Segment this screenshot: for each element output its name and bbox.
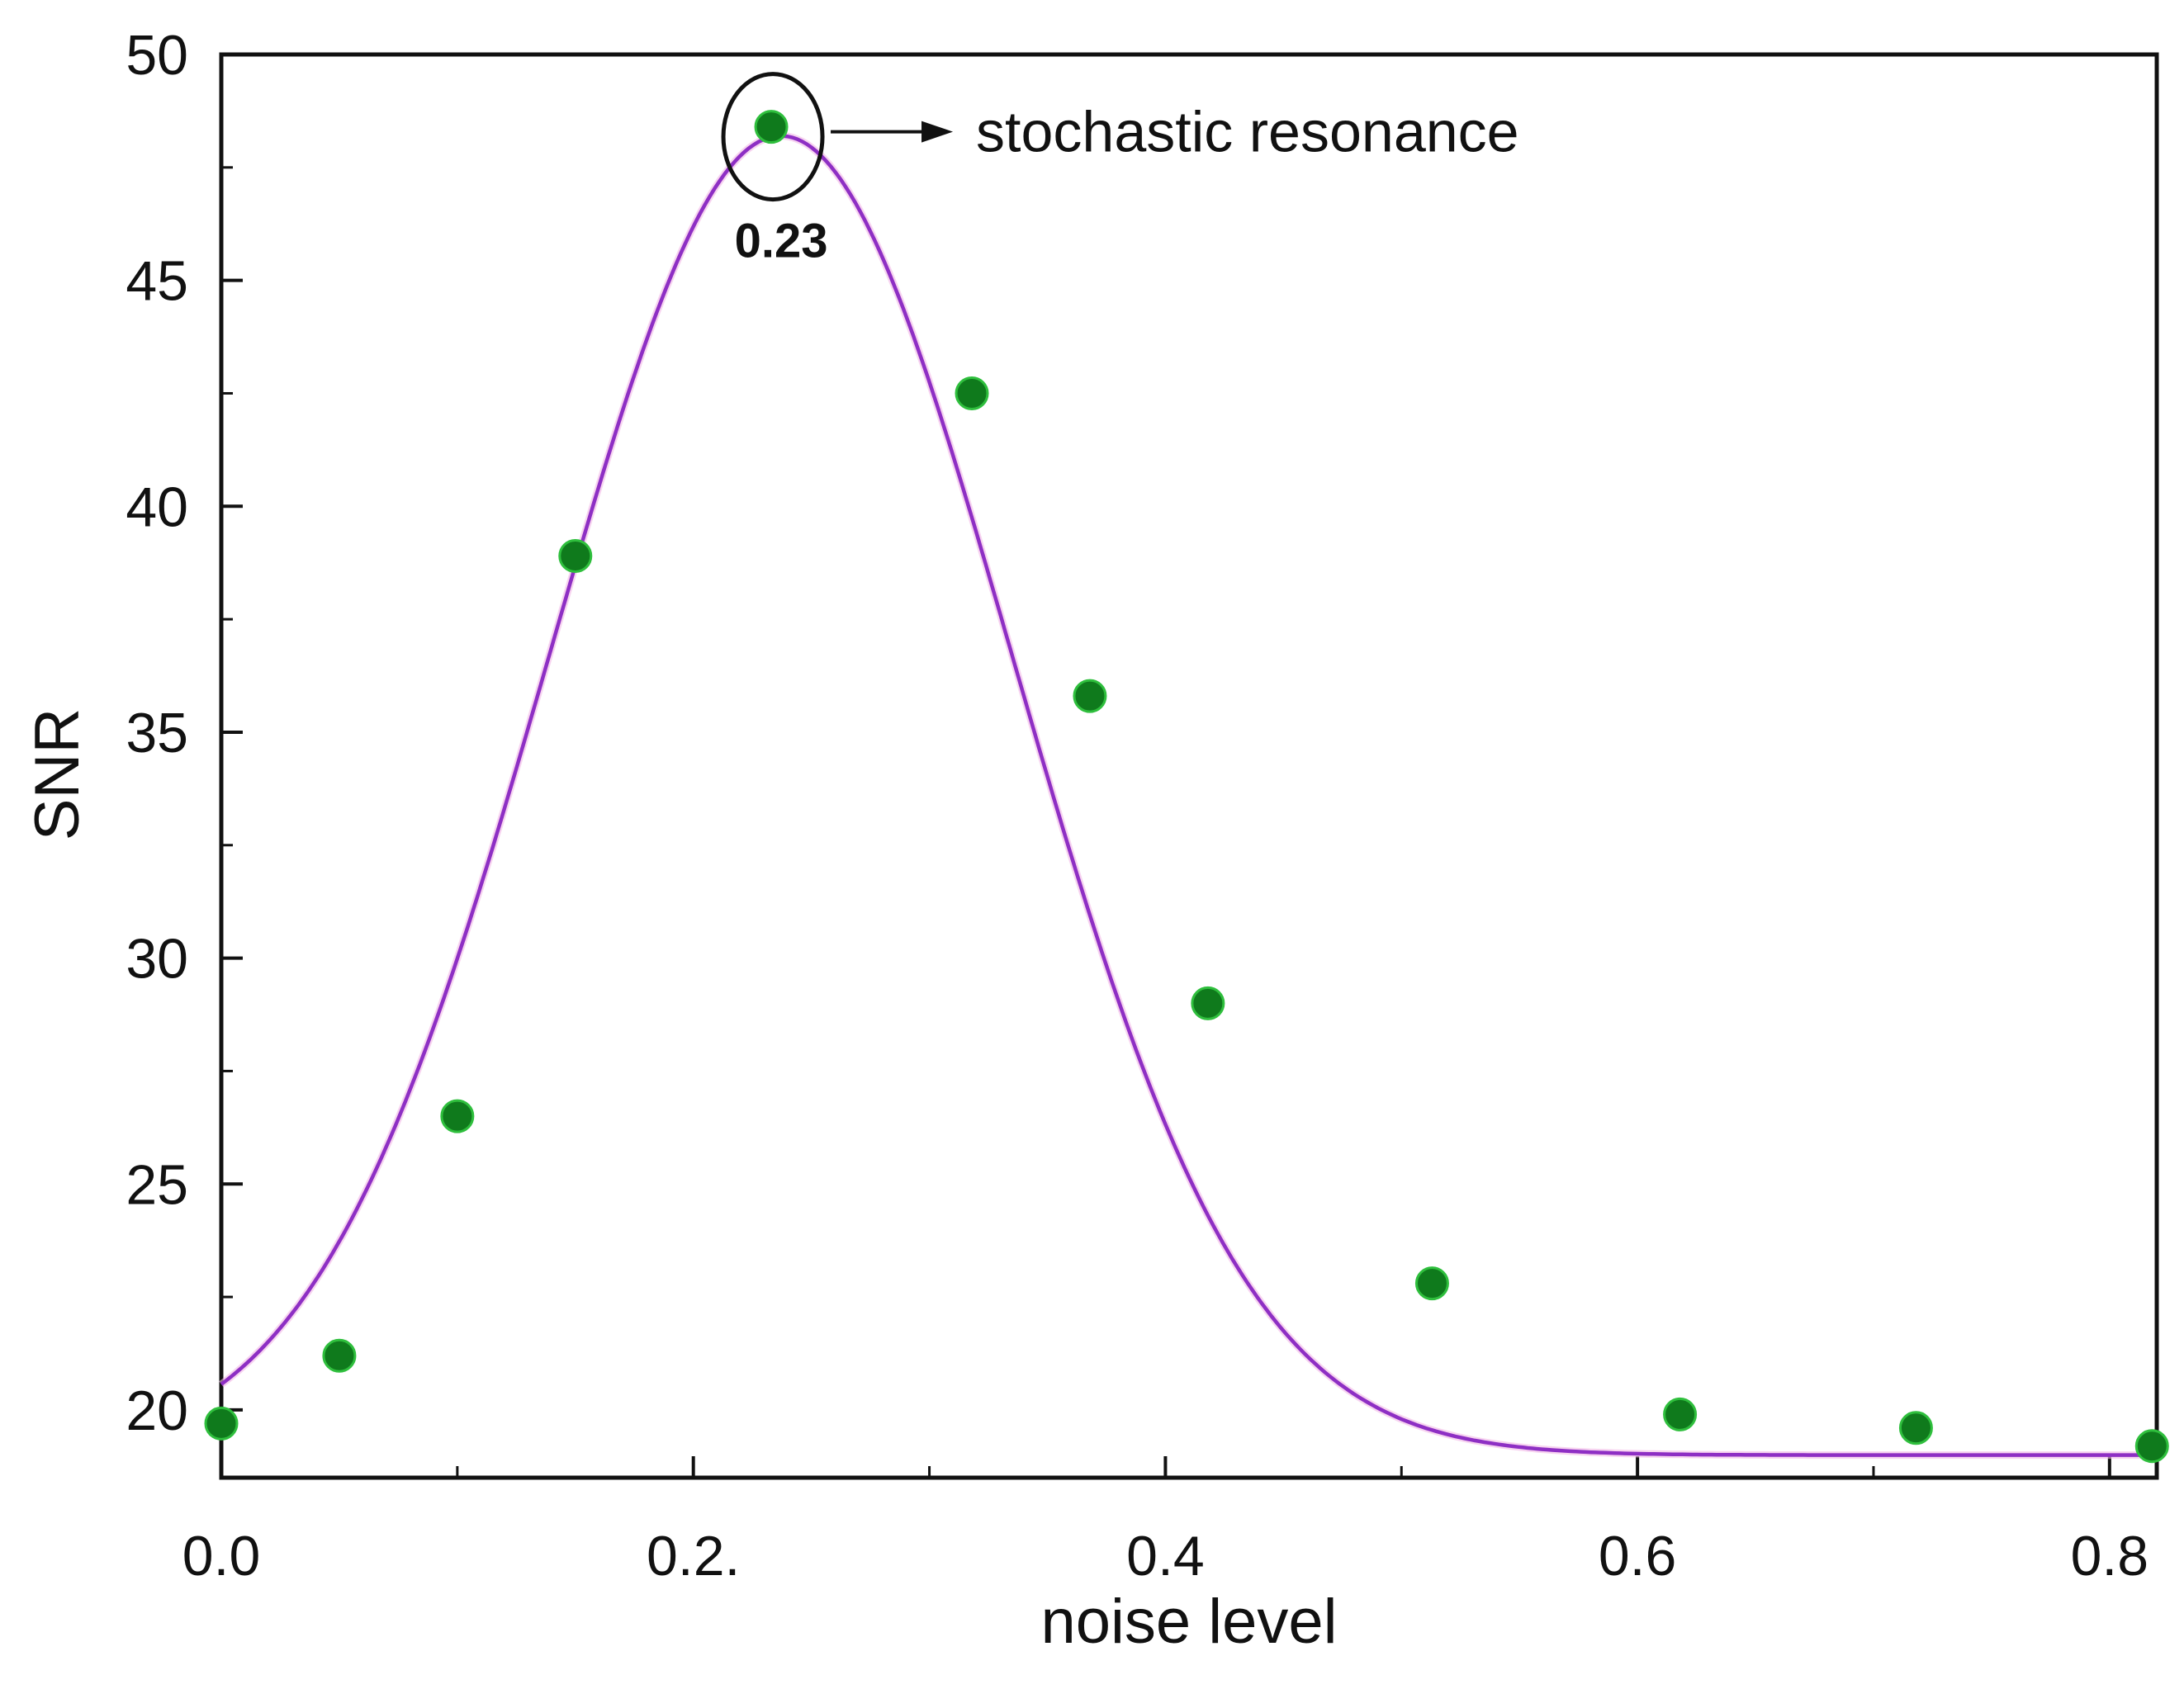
y-tick-label: 35 [126,702,188,764]
data-point [955,376,989,410]
y-tick-label: 30 [126,928,188,991]
y-tick-label: 20 [126,1379,188,1442]
data-point [204,1406,239,1441]
axes-layer [219,52,2159,1480]
y-tick-label: 40 [126,475,188,538]
x-axis-title: noise level [1040,1587,1337,1657]
points-layer [204,110,2169,1464]
ticks-layer: 20 25 30 35 40 45 50 0.0 0.2. 0.4 0.6 0.8 [126,24,2148,1587]
y-tick-label: 50 [126,24,188,87]
data-point [1191,986,1225,1020]
annotation-layer: stochastic resonance 0.23 [721,72,1519,268]
fit-curve-glow [219,132,2157,1460]
data-point [1663,1397,1698,1431]
x-tick-label: 0.2. [647,1525,740,1587]
x-tick-label: 0.6 [1599,1525,1677,1587]
x-tick-label: 0.0 [182,1525,261,1587]
data-point [754,110,789,144]
y-axis-title: SNR [22,708,92,840]
x-tick-label: 0.8 [2071,1525,2149,1587]
arrow-head-icon [921,121,954,143]
peak-noise-value-label: 0.23 [735,215,828,268]
stochastic-resonance-label: stochastic resonance [976,100,1519,164]
data-point [1073,679,1107,713]
data-point [1898,1411,1933,1445]
data-point [440,1099,475,1133]
plot-frame [219,52,2159,1480]
peak-highlight-circle [721,72,825,202]
y-tick-label: 45 [126,250,188,313]
fit-curve-line [220,134,2157,1457]
data-point [558,539,593,574]
data-point [1414,1266,1449,1301]
curve-layer [219,132,2157,1460]
data-point [322,1338,357,1373]
x-tick-label: 0.4 [1126,1525,1205,1587]
y-tick-label: 25 [126,1153,188,1216]
data-point [2134,1429,2169,1464]
